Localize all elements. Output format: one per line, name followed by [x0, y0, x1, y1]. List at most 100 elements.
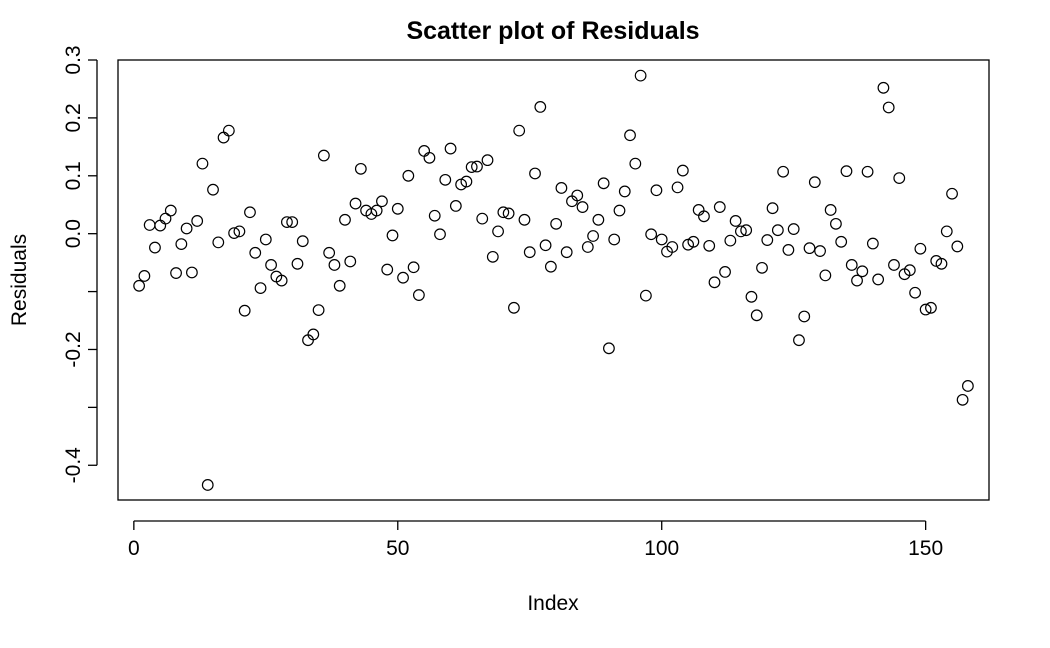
- data-point: [576, 201, 589, 213]
- data-point: [513, 124, 526, 137]
- data-point: [265, 259, 277, 271]
- data-point: [154, 219, 167, 232]
- data-point: [508, 301, 520, 314]
- data-point: [634, 69, 647, 82]
- data-point: [418, 144, 431, 157]
- y-tick-label: 0.3: [62, 45, 85, 74]
- y-tick-label: 0.1: [62, 161, 85, 190]
- data-point: [344, 255, 357, 268]
- data-point: [935, 257, 948, 270]
- data-point: [428, 209, 441, 222]
- data-point: [703, 239, 716, 252]
- data-point: [861, 165, 874, 178]
- data-point: [228, 227, 241, 240]
- data-point: [407, 261, 420, 274]
- x-tick-label: 50: [386, 537, 409, 560]
- data-point: [845, 259, 858, 271]
- data-point: [618, 185, 631, 198]
- data-point: [713, 201, 726, 213]
- y-tick-label: 0.0: [62, 219, 85, 248]
- data-point: [771, 224, 784, 237]
- data-point: [402, 169, 415, 182]
- data-point: [624, 129, 636, 142]
- data-point: [196, 157, 209, 170]
- data-point: [639, 289, 652, 302]
- data-point: [571, 189, 584, 202]
- y-tick-label: 0.2: [62, 103, 85, 132]
- data-point: [376, 195, 388, 208]
- data-point: [835, 235, 848, 248]
- data-point: [671, 181, 684, 194]
- data-point: [143, 219, 156, 231]
- plot-frame: [117, 59, 990, 501]
- data-point: [750, 309, 763, 322]
- data-point: [613, 204, 626, 217]
- data-point: [523, 246, 536, 259]
- data-point: [275, 274, 288, 287]
- data-point: [317, 149, 330, 162]
- data-point: [940, 225, 953, 238]
- data-point: [191, 215, 204, 227]
- data-point: [381, 263, 394, 276]
- data-point: [164, 204, 177, 217]
- data-point: [830, 217, 842, 230]
- data-point: [692, 204, 705, 216]
- data-point: [629, 157, 642, 170]
- data-point: [460, 175, 473, 188]
- data-point: [793, 334, 805, 347]
- data-point: [180, 222, 193, 235]
- data-point: [866, 237, 879, 250]
- data-point: [777, 165, 790, 178]
- data-point: [254, 282, 267, 295]
- data-point: [534, 100, 547, 113]
- data-point: [529, 167, 541, 180]
- data-point: [666, 241, 679, 253]
- data-point: [159, 212, 172, 225]
- data-point: [851, 274, 863, 287]
- data-point: [138, 270, 151, 282]
- data-point: [307, 328, 320, 341]
- x-tick-label: 100: [644, 537, 679, 560]
- data-point: [328, 259, 341, 271]
- data-point: [581, 241, 594, 253]
- data-point: [539, 239, 552, 252]
- data-point: [349, 197, 362, 210]
- data-point: [518, 213, 531, 226]
- data-point: [856, 265, 869, 278]
- data-point: [423, 151, 436, 164]
- data-point: [798, 310, 811, 323]
- data-point: [486, 250, 499, 263]
- data-point: [296, 235, 309, 248]
- data-point: [370, 204, 383, 217]
- data-point: [872, 273, 885, 286]
- y-axis-label: Residuals: [8, 234, 31, 326]
- data-point: [824, 204, 837, 216]
- data-point: [903, 264, 916, 277]
- data-point: [756, 261, 768, 274]
- data-point: [233, 225, 246, 238]
- data-point: [650, 184, 663, 197]
- data-point: [434, 228, 446, 241]
- data-point: [587, 230, 599, 242]
- data-point: [439, 173, 452, 186]
- data-point: [133, 279, 146, 292]
- data-point: [291, 257, 304, 270]
- data-point: [465, 161, 478, 174]
- data-point: [333, 279, 346, 292]
- data-point: [592, 213, 605, 226]
- data-point: [719, 265, 731, 278]
- data-points: [133, 69, 974, 491]
- data-point: [787, 223, 800, 235]
- data-point: [481, 154, 494, 167]
- y-axis: -0.4 -0.2 0.0 0.1 0.2 0.3: [62, 45, 98, 483]
- data-point: [212, 236, 225, 249]
- data-point: [476, 212, 489, 225]
- data-point: [186, 266, 198, 279]
- data-point: [766, 202, 779, 215]
- data-point: [386, 229, 399, 242]
- data-point: [919, 303, 932, 316]
- data-point: [149, 241, 161, 254]
- data-point: [354, 162, 367, 175]
- data-point: [217, 131, 230, 144]
